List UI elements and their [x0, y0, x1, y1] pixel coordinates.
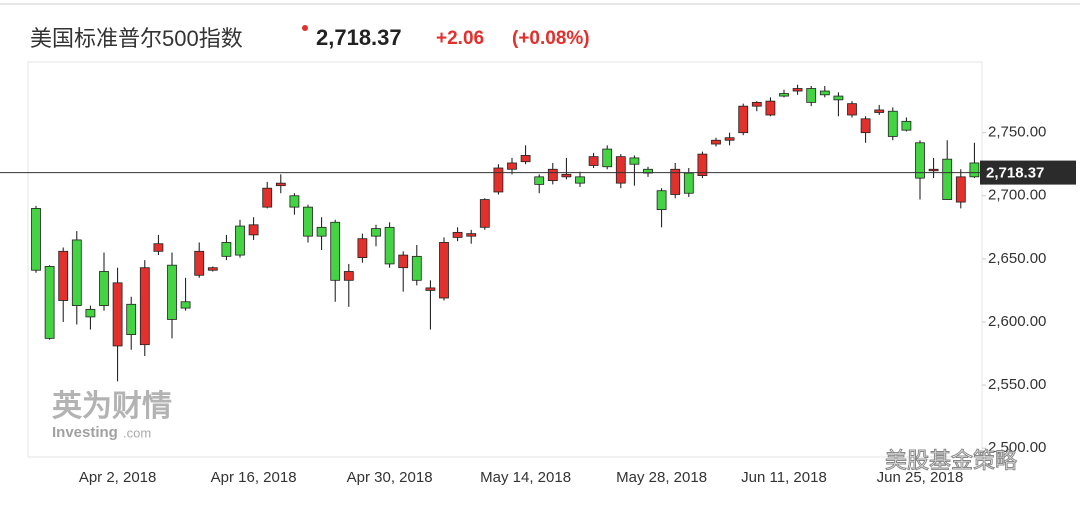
candle-up — [126, 303, 137, 335]
candle-down — [207, 267, 218, 271]
price: 2,718.37 — [316, 25, 402, 50]
candle-down — [262, 187, 273, 208]
candle-down — [112, 282, 123, 347]
candle-up — [806, 88, 817, 103]
candle-down — [425, 287, 436, 291]
candle-down — [928, 168, 939, 172]
change-percent: (+0.08%) — [512, 28, 590, 49]
candle-up — [44, 266, 55, 339]
candle-down — [507, 162, 517, 170]
price-tag-label: 2,718.37 — [986, 165, 1044, 182]
watermark: 英为财情 — [52, 390, 172, 423]
candle-down — [874, 109, 885, 113]
y-tick-label: 2,500.00 — [988, 439, 1046, 456]
candle-down — [724, 137, 735, 141]
chart-title: 美国标准普尔500指数 — [30, 26, 243, 51]
candle-up — [656, 190, 667, 211]
x-tick-label: Jun 11, 2018 — [741, 469, 827, 486]
candle-up — [330, 221, 341, 281]
candle-down — [751, 101, 762, 107]
candle-up — [629, 157, 640, 165]
y-tick-label: 2,550.00 — [988, 376, 1046, 393]
candle-up — [887, 110, 898, 137]
candle-down — [738, 105, 749, 134]
y-tick-label: 2,600.00 — [988, 313, 1046, 330]
candle-down — [275, 182, 286, 187]
candle-down — [343, 271, 354, 281]
candle-up — [31, 207, 41, 271]
candle-down — [153, 243, 164, 252]
candle-down — [670, 168, 681, 195]
candle-down — [955, 176, 966, 203]
x-tick-label: Apr 16, 2018 — [211, 469, 297, 486]
watermark-brand: Investing — [52, 424, 118, 441]
candle-up — [167, 264, 177, 320]
candle-up — [819, 90, 830, 96]
candle-down — [860, 118, 871, 134]
candle-up — [235, 225, 245, 256]
plot-frame — [27, 61, 983, 458]
candle-down — [847, 103, 857, 116]
candle-down — [765, 100, 776, 116]
candle-down — [792, 88, 803, 92]
candle-up — [384, 226, 395, 265]
candle-up — [85, 308, 96, 318]
candle-down — [452, 231, 463, 238]
candle-down — [493, 167, 504, 193]
candle-down — [697, 153, 708, 176]
y-tick-label: 2,750.00 — [988, 124, 1046, 141]
x-tick-label: May 28, 2018 — [616, 469, 707, 486]
candle-up — [602, 148, 613, 168]
x-tick-label: Jun 25, 2018 — [877, 469, 964, 486]
candle-up — [575, 176, 585, 184]
candle-up — [915, 142, 925, 179]
candle-down — [466, 233, 477, 237]
candle-up — [901, 120, 912, 131]
candle-up — [942, 158, 953, 200]
candle-up — [180, 301, 191, 309]
candle-up — [534, 176, 545, 185]
candle-up — [303, 206, 313, 237]
candle-down — [439, 242, 449, 299]
change: +2.06 — [436, 28, 484, 49]
candle-down — [711, 139, 721, 145]
x-tick-label: Apr 2, 2018 — [79, 469, 157, 486]
candle-up — [969, 162, 980, 178]
x-tick-label: May 14, 2018 — [480, 469, 571, 486]
candle-down — [139, 267, 150, 346]
wechat-watermark: 美股基金策略 — [885, 448, 1017, 473]
candle-down — [561, 173, 572, 178]
candle-up — [316, 226, 327, 237]
candle-up — [683, 172, 694, 194]
candle-down — [588, 156, 599, 166]
candle-up — [99, 271, 109, 306]
price-tag — [980, 160, 1076, 185]
candle-down — [248, 224, 259, 236]
candle-up — [221, 242, 232, 257]
candle-down — [194, 250, 205, 276]
candle-up — [371, 228, 381, 237]
candle-up — [289, 195, 300, 208]
candle-down — [398, 254, 409, 269]
candle-up — [71, 239, 82, 306]
candle-up — [779, 93, 789, 97]
candle-down — [615, 156, 626, 184]
candle-up — [411, 255, 422, 281]
live-dot — [302, 25, 308, 31]
candle-down — [547, 168, 558, 182]
candle-down — [357, 238, 368, 259]
y-tick-label: 2,650.00 — [988, 250, 1046, 267]
candle-down — [520, 154, 531, 163]
watermark-suffix: .com — [123, 425, 151, 440]
candle-down — [58, 250, 69, 301]
x-tick-label: Apr 30, 2018 — [347, 469, 433, 486]
y-tick-label: 2,700.00 — [988, 187, 1046, 204]
candle-up — [833, 95, 844, 101]
candle-down — [479, 199, 490, 228]
